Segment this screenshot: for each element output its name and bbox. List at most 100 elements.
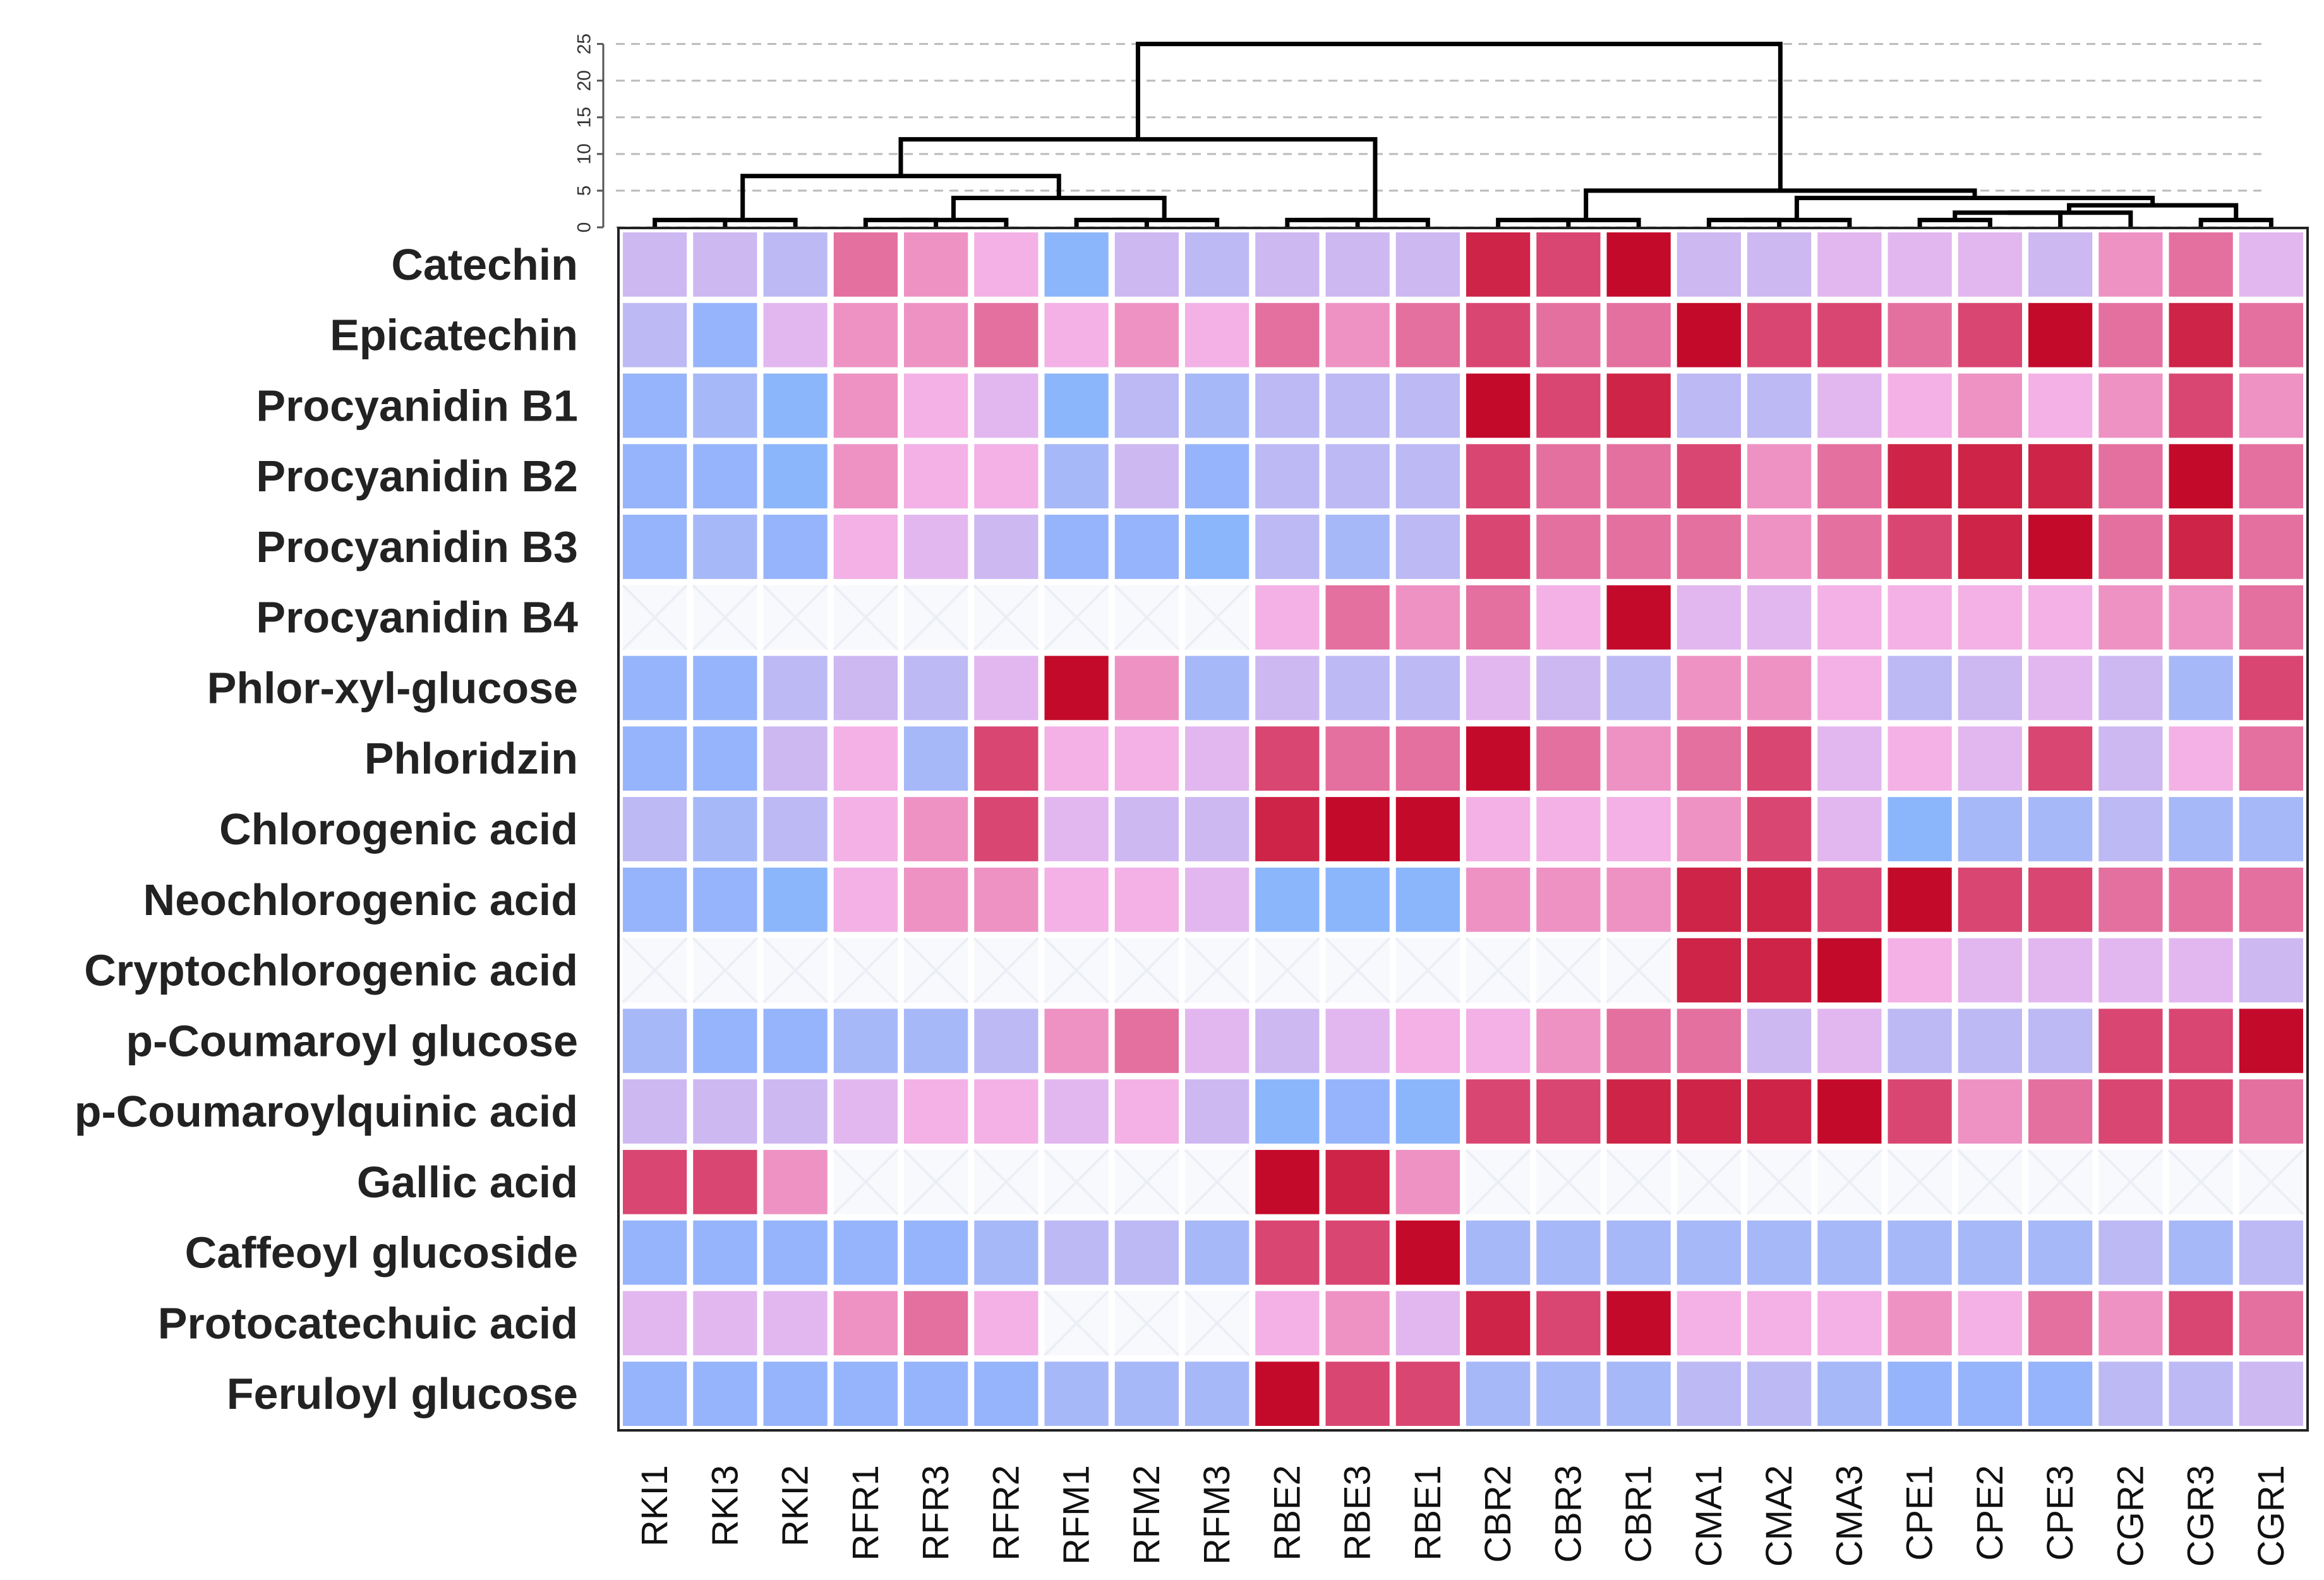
heatmap-cell (2028, 585, 2093, 650)
heatmap-cell (1817, 938, 1882, 1003)
heatmap-cell (1606, 444, 1671, 509)
heatmap-cell (693, 726, 757, 791)
heatmap-cell-missing (1325, 937, 1391, 1003)
heatmap-cell (693, 1008, 757, 1074)
heatmap-cell (1817, 585, 1882, 650)
heatmap-cell (1536, 867, 1601, 932)
dendrogram-branch (898, 137, 1378, 220)
heatmap-cell (833, 302, 898, 368)
heatmap-cell-missing (2097, 1149, 2164, 1216)
heatmap-cell (1325, 373, 1390, 438)
heatmap-cell (1395, 1008, 1460, 1074)
heatmap-cell (1606, 302, 1671, 368)
heatmap-cell (1325, 232, 1390, 297)
heatmap-cell (1536, 515, 1601, 579)
column-dendrogram (653, 42, 2273, 227)
heatmap-cell (1958, 655, 2022, 721)
heatmap-cell (2028, 232, 2093, 297)
heatmap-cell (974, 444, 1039, 509)
heatmap-cell (974, 302, 1039, 368)
heatmap-cell (1958, 444, 2022, 509)
heatmap-cell (2239, 444, 2303, 509)
heatmap-cell (1255, 585, 1320, 650)
heatmap-cell (974, 867, 1039, 932)
heatmap-cell (1466, 1362, 1531, 1426)
heatmap-cell-missing (1114, 1290, 1180, 1356)
heatmap-cell (2098, 655, 2163, 721)
heatmap-cell-missing (1816, 1149, 1882, 1216)
heatmap-cell (974, 1220, 1039, 1285)
heatmap-cell (2098, 1220, 2163, 1285)
heatmap-cell (1887, 867, 1952, 932)
heatmap-cell-missing (1184, 937, 1250, 1003)
heatmap-cell (693, 867, 757, 932)
heatmap-cell (2239, 655, 2303, 721)
heatmap-cell (2098, 232, 2163, 297)
column-label: CBR1 (1618, 1465, 1659, 1563)
heatmap-cell (1395, 1291, 1460, 1356)
heatmap-cell (1325, 1149, 1390, 1214)
heatmap-cell (1114, 302, 1179, 368)
heatmap-cell-missing (622, 937, 688, 1003)
heatmap-cell (1325, 444, 1390, 509)
heatmap-cell (1044, 515, 1109, 579)
dendrogram-axis: 0 5 10 15 20 25 (574, 33, 605, 232)
heatmap-cell (1325, 655, 1390, 721)
heatmap-cell (1958, 1079, 2022, 1144)
heatmap-cell (2098, 444, 2163, 509)
heatmap-cell (2098, 867, 2163, 932)
heatmap-cell (1466, 444, 1531, 509)
heatmap-cell (2098, 302, 2163, 368)
heatmap-cell (1747, 797, 1812, 861)
heatmap-cell (1325, 1008, 1390, 1074)
heatmap-cell-missing (1465, 937, 1531, 1003)
heatmap-cell (2028, 302, 2093, 368)
heatmap-cell (2098, 1079, 2163, 1144)
dendrogram-branch (901, 217, 1009, 227)
heatmap-cell (1185, 1362, 1249, 1426)
heatmap-cell (1255, 655, 1320, 721)
heatmap-cell (1395, 585, 1460, 650)
heatmap-cell-missing (1114, 584, 1180, 650)
heatmap-cell (1817, 655, 1882, 721)
column-label: RBE1 (1407, 1465, 1448, 1561)
heatmap-cell (904, 867, 968, 932)
heatmap-cell (904, 1079, 968, 1144)
heatmap-cell (1114, 1008, 1179, 1074)
row-label: Procyanidin B4 (256, 593, 578, 642)
heatmap-cell (904, 655, 968, 721)
heatmap-cell (1536, 1220, 1601, 1285)
column-label: CGR3 (2181, 1465, 2222, 1567)
heatmap-cell (1677, 515, 1741, 579)
heatmap-cell (1325, 867, 1390, 932)
heatmap-cell (1255, 726, 1320, 791)
column-label: RFR3 (915, 1465, 956, 1560)
heatmap-cell (904, 302, 968, 368)
heatmap-cell (974, 373, 1039, 438)
heatmap-cell (1536, 1008, 1601, 1074)
heatmap-cell (1466, 797, 1531, 861)
heatmap-cell (1677, 655, 1741, 721)
heatmap-cell-missing (833, 584, 899, 650)
heatmap-cell (1606, 655, 1671, 721)
heatmap-cell (1817, 232, 1882, 297)
heatmap-cell (1114, 655, 1179, 721)
heatmap-cell-missing (973, 584, 1039, 650)
heatmap-cell (1887, 515, 1952, 579)
heatmap-cell-missing (2027, 1149, 2093, 1216)
heatmap-cell (1395, 1149, 1460, 1214)
heatmap-cell-missing (1044, 937, 1110, 1003)
dendrogram-branch (1794, 196, 2155, 220)
heatmap-cell-missing (692, 584, 758, 650)
heatmap-cell (1958, 1008, 2022, 1074)
heatmap-cell (1747, 938, 1812, 1003)
heatmap-cell (1536, 1079, 1601, 1144)
heatmap-cell (763, 797, 828, 861)
heatmap-cell (1747, 1220, 1812, 1285)
heatmap-cell-missing (1606, 1149, 1672, 1216)
heatmap-cell-missing (1395, 937, 1461, 1003)
heatmap-cell (1606, 867, 1671, 932)
row-label: Caffeoyl glucoside (185, 1228, 578, 1278)
heatmap-cell (693, 302, 757, 368)
column-label: CMA2 (1759, 1465, 1800, 1567)
